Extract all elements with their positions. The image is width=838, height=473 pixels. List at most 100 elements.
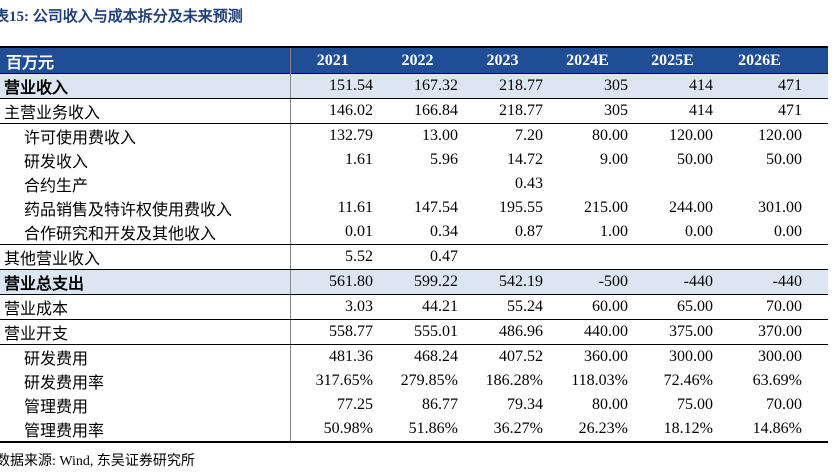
cell	[715, 244, 828, 270]
cell: 561.80	[289, 269, 375, 295]
row-label: 合作研究和开发及其他收入	[0, 220, 290, 245]
row-label: 合约生产	[24, 178, 89, 195]
table-body: 百万元 2021 2022 2023 2024E 2025E 2026E 营业收入 151.54…	[0, 47, 828, 442]
cell: 166.84	[375, 98, 460, 124]
cell: 440.00	[545, 319, 630, 345]
row-label: 营业开支	[0, 319, 290, 345]
cell: 50.00	[677, 151, 713, 168]
cell: 0.00	[715, 220, 828, 245]
cell: 120.00	[669, 127, 713, 144]
cell: 599.22	[375, 269, 460, 295]
cell: 218.77	[460, 73, 545, 99]
table-row: 合作研究和开发及其他收入 0.01 0.34 0.87 1.00 0.00 0.00	[0, 220, 828, 245]
table-row: 许可使用费收入 132.79 13.00 7.20 80.00 120.00 120.00	[0, 123, 828, 148]
cell: 186.28%	[485, 372, 543, 389]
cell: 70.00	[766, 396, 802, 413]
cell: 558.77	[289, 319, 375, 345]
cell: 77.25	[289, 393, 375, 417]
cell: 26.23%	[578, 420, 628, 437]
cell: 80.00	[592, 396, 628, 413]
row-label: 药品销售及特许权使用费收入	[24, 202, 233, 219]
row-label: 其他营业收入	[0, 244, 290, 270]
header-cell: 百万元	[0, 47, 290, 74]
cell: 13.00	[422, 127, 458, 144]
cell: 215.00	[584, 199, 628, 216]
cell: 542.19	[460, 269, 545, 295]
cell: 0.47	[375, 244, 460, 270]
cell: 63.69%	[752, 372, 802, 389]
header-cell: 2022	[375, 47, 460, 74]
cell: 70.00	[715, 294, 828, 320]
table-row: 管理费用率 50.98% 51.86% 36.27% 26.23% 18.12% 14.86…	[0, 417, 828, 442]
cell: 50.98%	[289, 417, 375, 442]
cell: 555.01	[375, 319, 460, 345]
cell: -440	[715, 269, 828, 295]
cell: 0.00	[630, 220, 715, 245]
cell: 80.00	[592, 127, 628, 144]
row-label: 研发费用率	[24, 375, 105, 392]
cell: 407.52	[499, 348, 543, 365]
cell: 0.87	[460, 220, 545, 245]
cell: 305	[545, 98, 630, 124]
table-row: 主营业务收入 146.02 166.84 218.77 305 414 471	[0, 98, 828, 124]
cell: 5.52	[289, 244, 375, 270]
cell: 0.01	[289, 220, 375, 245]
table-row: 研发费用率 317.65% 279.85% 186.28% 118.03% 72.46% 6…	[0, 369, 828, 393]
source-note: 数据来源: Wind, 东吴证券研究所	[0, 454, 195, 469]
cell: 0.34	[375, 220, 460, 245]
cell: 1.61	[289, 148, 375, 172]
cell: 300.00	[758, 348, 802, 365]
row-label: 研发收入	[24, 154, 89, 171]
table-row: 合约生产 0.43	[0, 172, 828, 196]
cell: 60.00	[545, 294, 630, 320]
cell: 471	[715, 98, 828, 124]
cell: 132.79	[289, 123, 375, 148]
cell: 7.20	[515, 127, 543, 144]
cell: 151.54	[289, 73, 375, 99]
cell: 1.00	[545, 220, 630, 245]
cell: 471	[715, 73, 828, 99]
row-label: 许可使用费收入	[24, 130, 137, 147]
cell: 72.46%	[663, 372, 713, 389]
cell: 468.24	[414, 348, 458, 365]
cell: 65.00	[630, 294, 715, 320]
cell: 0.43	[515, 175, 543, 192]
row-label: 营业收入	[0, 73, 290, 99]
cell: 218.77	[460, 98, 545, 124]
cell: 51.86%	[408, 420, 458, 437]
cell: 118.03%	[571, 372, 628, 389]
cell: 36.27%	[493, 420, 543, 437]
table-row: 营业成本 3.03 44.21 55.24 60.00 65.00 70.00	[0, 294, 828, 320]
cell	[630, 172, 715, 196]
header-cell: 2021	[289, 47, 375, 74]
cell: 9.00	[600, 151, 628, 168]
cell: 300.00	[669, 348, 713, 365]
cell: 481.36	[289, 344, 375, 369]
table-row: 营业开支 558.77 555.01 486.96 440.00 375.00 370.00	[0, 319, 828, 345]
cell: 75.00	[677, 396, 713, 413]
cell	[545, 244, 630, 270]
cell: 50.00	[766, 151, 802, 168]
row-label: 管理费用率	[24, 423, 105, 440]
row-label: 研发费用	[24, 351, 89, 368]
table-row: 管理费用 77.25 86.77 79.34 80.00 75.00 70.00	[0, 393, 828, 417]
header-cell: 2023	[460, 47, 545, 74]
header-cell: 2026E	[715, 47, 828, 74]
cell: 55.24	[460, 294, 545, 320]
cell: 14.72	[507, 151, 543, 168]
cell: 11.61	[289, 196, 375, 220]
cell	[630, 244, 715, 270]
cell: 120.00	[758, 127, 802, 144]
cell: 414	[630, 98, 715, 124]
cell: 279.85%	[400, 372, 458, 389]
cell	[545, 172, 630, 196]
cell: 146.02	[289, 98, 375, 124]
cell: 5.96	[430, 151, 458, 168]
row-label: 管理费用	[24, 399, 89, 416]
table-title: 表15: 公司收入与成本拆分及未来预测	[0, 9, 243, 25]
row-label: 主营业务收入	[0, 98, 290, 124]
table-row: 研发费用 481.36 468.24 407.52 360.00 300.00 300.00	[0, 344, 828, 369]
table-row: 营业收入 151.54 167.32 218.77 305 414 471	[0, 73, 828, 99]
cell: 317.65%	[289, 369, 375, 393]
cell: 195.55	[499, 199, 543, 216]
